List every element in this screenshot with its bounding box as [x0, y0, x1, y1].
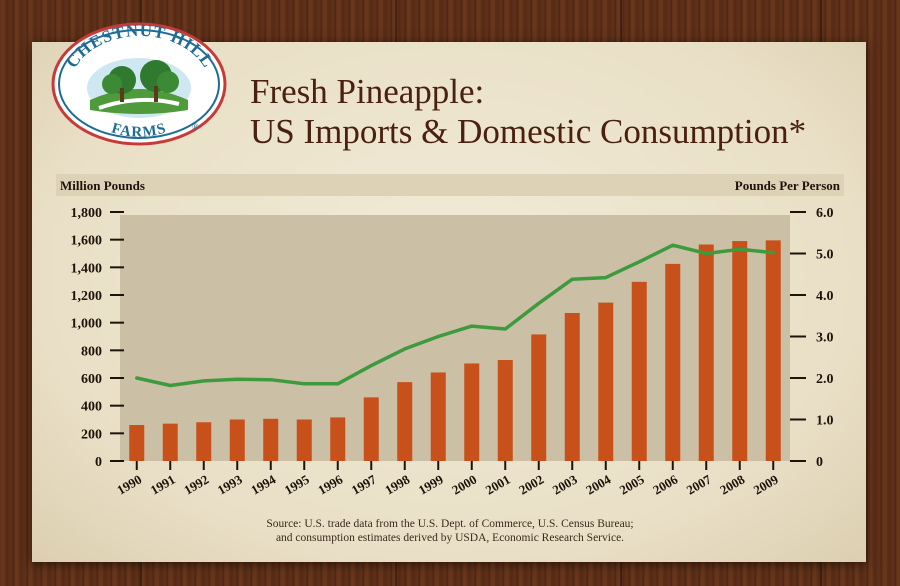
left-axis-tick-label: 400	[81, 400, 102, 415]
right-axis-tick-label: 6.0	[816, 206, 834, 221]
left-axis-tick-label: 200	[81, 427, 102, 442]
x-axis-tick-label: 2004	[583, 471, 613, 497]
left-axis-tick-label: 0	[95, 455, 102, 470]
left-axis-tick-label: 1,200	[71, 289, 103, 304]
x-axis-tick-label: 2003	[550, 471, 580, 497]
bar	[564, 312, 580, 461]
chart-title-line-1: Fresh Pineapple:	[250, 72, 485, 111]
left-axis-tick-label: 600	[81, 372, 102, 387]
left-axis-tick-label: 1,600	[71, 234, 103, 249]
right-axis-tick-label: 5.0	[816, 248, 834, 263]
x-axis-tick-label: 1997	[349, 471, 379, 497]
x-axis-tick-label: 2006	[650, 471, 680, 497]
source-note: Source: U.S. trade data from the U.S. De…	[0, 517, 900, 545]
x-axis-tick-label: 2005	[617, 471, 647, 497]
x-axis-tick-label: 1991	[148, 472, 178, 498]
bar	[229, 419, 245, 461]
bar	[497, 360, 513, 461]
bar	[296, 419, 312, 461]
right-axis-tick-label: 4.0	[816, 289, 834, 304]
right-axis-tick-label: 3.0	[816, 331, 834, 346]
logo-text-bottom: FARMS	[110, 120, 168, 140]
x-axis-tick-label: 2002	[516, 472, 546, 498]
bar	[531, 334, 547, 461]
left-axis-tick-label: 1,800	[71, 206, 103, 221]
x-axis-tick-label: 1998	[382, 471, 412, 497]
bar	[363, 397, 379, 461]
x-axis-tick-label: 2007	[684, 471, 714, 497]
bar	[665, 263, 681, 461]
x-axis-tick-label: 2001	[483, 472, 513, 498]
chart-title-line-2: US Imports & Domestic Consumption*	[250, 112, 807, 151]
x-axis-tick-label: 1994	[248, 471, 278, 497]
right-axis-tick-label: 1.0	[816, 414, 834, 429]
plot-area	[120, 215, 790, 461]
x-axis-tick-label: 1993	[215, 471, 245, 497]
left-axis-title: Million Pounds	[60, 178, 145, 193]
svg-text:FARMS: FARMS	[110, 120, 169, 140]
left-axis-tick-label: 1,000	[71, 317, 103, 332]
chart-title: Fresh Pineapple: US Imports & Domestic C…	[250, 72, 806, 152]
bar	[732, 241, 748, 461]
bar-series	[129, 240, 781, 461]
x-axis-tick-label: 2000	[449, 472, 479, 498]
bar	[129, 425, 145, 461]
axis-title-band	[56, 174, 844, 196]
bar	[196, 422, 212, 461]
bar	[598, 302, 614, 461]
bar	[631, 281, 647, 461]
bar	[162, 423, 178, 461]
left-axis-tick-label: 800	[81, 344, 102, 359]
x-axis-tick-label: 1992	[181, 472, 211, 498]
source-line-2: and consumption estimates derived by USD…	[275, 532, 625, 544]
right-axis-tick-label: 0	[816, 455, 823, 470]
bar	[397, 382, 413, 461]
bar	[698, 244, 714, 461]
x-axis-tick-label: 2008	[717, 471, 747, 497]
x-axis-tick-label: 1996	[315, 471, 345, 497]
x-axis-tick-label: 1990	[114, 472, 144, 498]
bar	[464, 363, 480, 461]
x-axis-tick-label: 2009	[751, 471, 781, 497]
source-line-1: Source: U.S. trade data from the U.S. De…	[266, 518, 634, 530]
x-axis-tick-label: 1999	[416, 471, 446, 497]
x-axis-tick-label: 1995	[282, 471, 312, 497]
bar	[430, 372, 446, 461]
consumption-line	[135, 243, 776, 388]
right-axis-tick-label: 2.0	[816, 372, 834, 387]
right-axis: 0 1.0 2.0 3.0 4.0 5.0 6.0	[790, 206, 834, 470]
bar	[765, 240, 781, 461]
right-axis-title: Pounds Per Person	[735, 178, 841, 193]
left-axis-tick-label: 1,400	[71, 261, 103, 276]
x-axis: 1990 1991 1992 1993 1994 1995 1996 1997 1998 1999…	[114, 461, 781, 498]
bar	[330, 417, 346, 461]
chestnut-hill-farms-logo: CHESTNUT HILL FARMS ®	[51, 21, 227, 146]
logo-trademark: ®	[192, 122, 199, 132]
line-series	[135, 243, 776, 388]
left-axis: 0 200 400 600 800 1,000 1,200 1,400 1,600 1,800	[71, 206, 124, 470]
bar	[263, 418, 279, 461]
